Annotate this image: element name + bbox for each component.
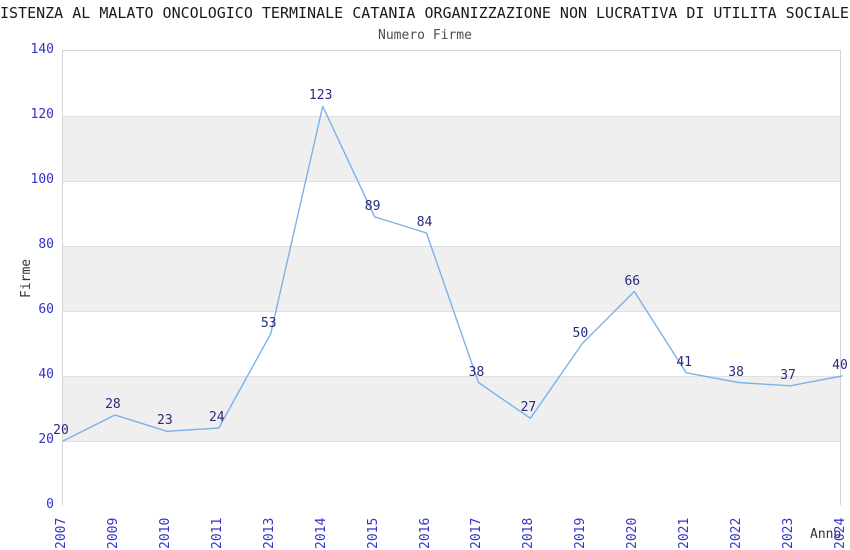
- data-point-label: 24: [208, 410, 225, 425]
- x-tick-label: 2009: [105, 517, 121, 549]
- plot-band: [63, 246, 840, 311]
- chart-title: ISTENZA AL MALATO ONCOLOGICO TERMINALE C…: [0, 4, 849, 22]
- data-point-label: 38: [468, 364, 485, 380]
- plot-band: [63, 311, 840, 376]
- y-axis-label: Firme: [19, 258, 34, 298]
- gridline: [63, 116, 840, 117]
- x-tick-label: 2007: [54, 517, 69, 549]
- gridline: [63, 376, 840, 377]
- y-tick-label: 0: [46, 497, 54, 512]
- y-tick-label: 140: [30, 42, 54, 57]
- x-axis-label: Anno: [810, 527, 842, 542]
- plot-area: 20 28 23 24 53 123 89 84 38 27 50 66 41 38 37 40: [53, 50, 848, 506]
- plot-band: [63, 51, 840, 116]
- gridline: [63, 311, 840, 312]
- plot-band: [63, 116, 840, 181]
- x-tick-label: 2018: [521, 517, 537, 549]
- data-point-label: 28: [105, 397, 121, 412]
- y-tick-label: 120: [30, 107, 54, 122]
- x-tick-label: 2010: [157, 517, 173, 549]
- data-point-label: 27: [520, 400, 537, 416]
- data-point-label: 40: [832, 358, 848, 373]
- x-tick-label: 2020: [625, 517, 641, 549]
- data-point-label: 123: [308, 88, 333, 104]
- y-tick-label: 40: [38, 367, 54, 382]
- gridline: [63, 246, 840, 247]
- y-tick-label: 20: [38, 432, 54, 447]
- data-point-label: 37: [780, 367, 796, 383]
- gridline: [63, 441, 840, 442]
- data-point-label: 50: [572, 325, 589, 341]
- x-tick-label: 2022: [729, 517, 745, 549]
- data-point-label: 41: [676, 354, 693, 370]
- x-tick-label: 2014: [313, 517, 329, 549]
- data-point-label: 84: [416, 215, 433, 230]
- data-point-label: 38: [728, 364, 744, 380]
- x-tick-label: 2017: [469, 517, 485, 549]
- data-point-label: 20: [53, 423, 69, 438]
- plot-band: [63, 441, 840, 506]
- data-point-label: 66: [624, 273, 641, 289]
- data-point-label: 53: [260, 315, 277, 331]
- x-tick-label: 2016: [417, 517, 433, 549]
- gridline: [63, 181, 840, 182]
- x-tick-label: 2023: [781, 517, 797, 549]
- data-point-label: 23: [157, 413, 173, 429]
- x-tick-label: 2024: [833, 517, 848, 549]
- plot-band: [63, 181, 840, 246]
- x-tick-label: 2021: [677, 517, 693, 549]
- x-tick-label: 2019: [573, 517, 589, 549]
- data-point-label: 89: [364, 198, 381, 214]
- x-tick-label: 2013: [261, 517, 277, 549]
- line-series: [62, 105, 843, 442]
- x-tick-label: 2011: [209, 517, 225, 549]
- x-tick-label: 2015: [365, 517, 381, 549]
- chart-subtitle: Numero Firme: [378, 28, 472, 43]
- y-tick-label: 60: [38, 302, 54, 317]
- y-tick-label: 80: [38, 237, 54, 252]
- y-tick-label: 100: [30, 172, 54, 187]
